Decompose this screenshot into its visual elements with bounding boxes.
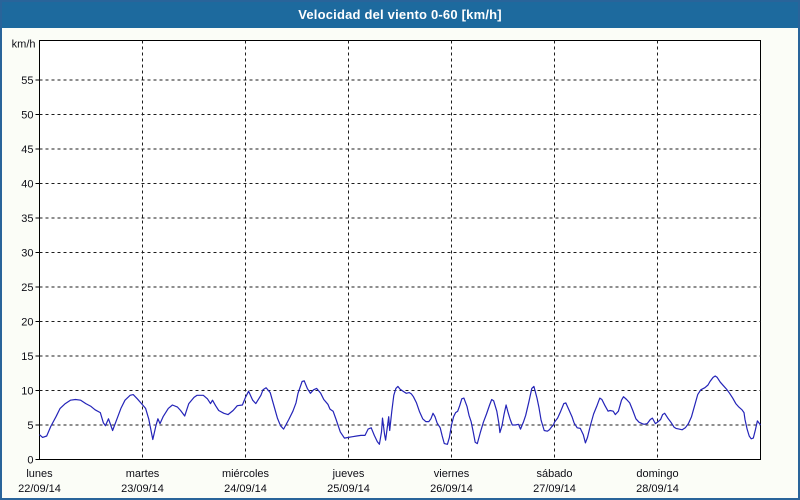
x-date-label: 23/09/14 bbox=[121, 483, 164, 495]
y-tick-label: 0 bbox=[27, 455, 33, 467]
y-tick-label: 50 bbox=[21, 110, 33, 122]
x-day-label: miércoles bbox=[222, 468, 270, 480]
y-tick-label: 35 bbox=[21, 213, 33, 225]
chart-title: Velocidad del viento 0-60 [km/h] bbox=[298, 6, 502, 22]
x-date-label: 25/09/14 bbox=[327, 483, 370, 495]
y-axis-unit-label: km/h bbox=[12, 39, 36, 51]
wind-speed-line bbox=[39, 375, 761, 445]
y-tick-label: 45 bbox=[21, 144, 33, 156]
y-tick-label: 10 bbox=[21, 386, 33, 398]
x-date-label: 27/09/14 bbox=[533, 483, 576, 495]
x-day-label: domingo bbox=[636, 468, 678, 480]
y-tick-label: 25 bbox=[21, 282, 33, 294]
y-tick-label: 40 bbox=[21, 179, 33, 191]
y-tick-label: 55 bbox=[21, 75, 33, 87]
plot-area bbox=[39, 40, 761, 460]
y-tick-label: 20 bbox=[21, 317, 33, 329]
x-day-label: viernes bbox=[434, 468, 470, 480]
x-date-label: 24/09/14 bbox=[224, 483, 267, 495]
y-tick-label: 15 bbox=[21, 351, 33, 363]
x-date-label: 22/09/14 bbox=[18, 483, 61, 495]
x-day-label: martes bbox=[126, 468, 160, 480]
x-date-label: 26/09/14 bbox=[430, 483, 473, 495]
y-tick-label: 30 bbox=[21, 248, 33, 260]
x-day-label: sábado bbox=[536, 468, 572, 480]
x-day-label: lunes bbox=[26, 468, 53, 480]
y-tick-label: 5 bbox=[27, 420, 33, 432]
x-date-label: 28/09/14 bbox=[636, 483, 679, 495]
x-day-label: jueves bbox=[332, 468, 365, 480]
title-bar: Velocidad del viento 0-60 [km/h] bbox=[0, 0, 800, 28]
